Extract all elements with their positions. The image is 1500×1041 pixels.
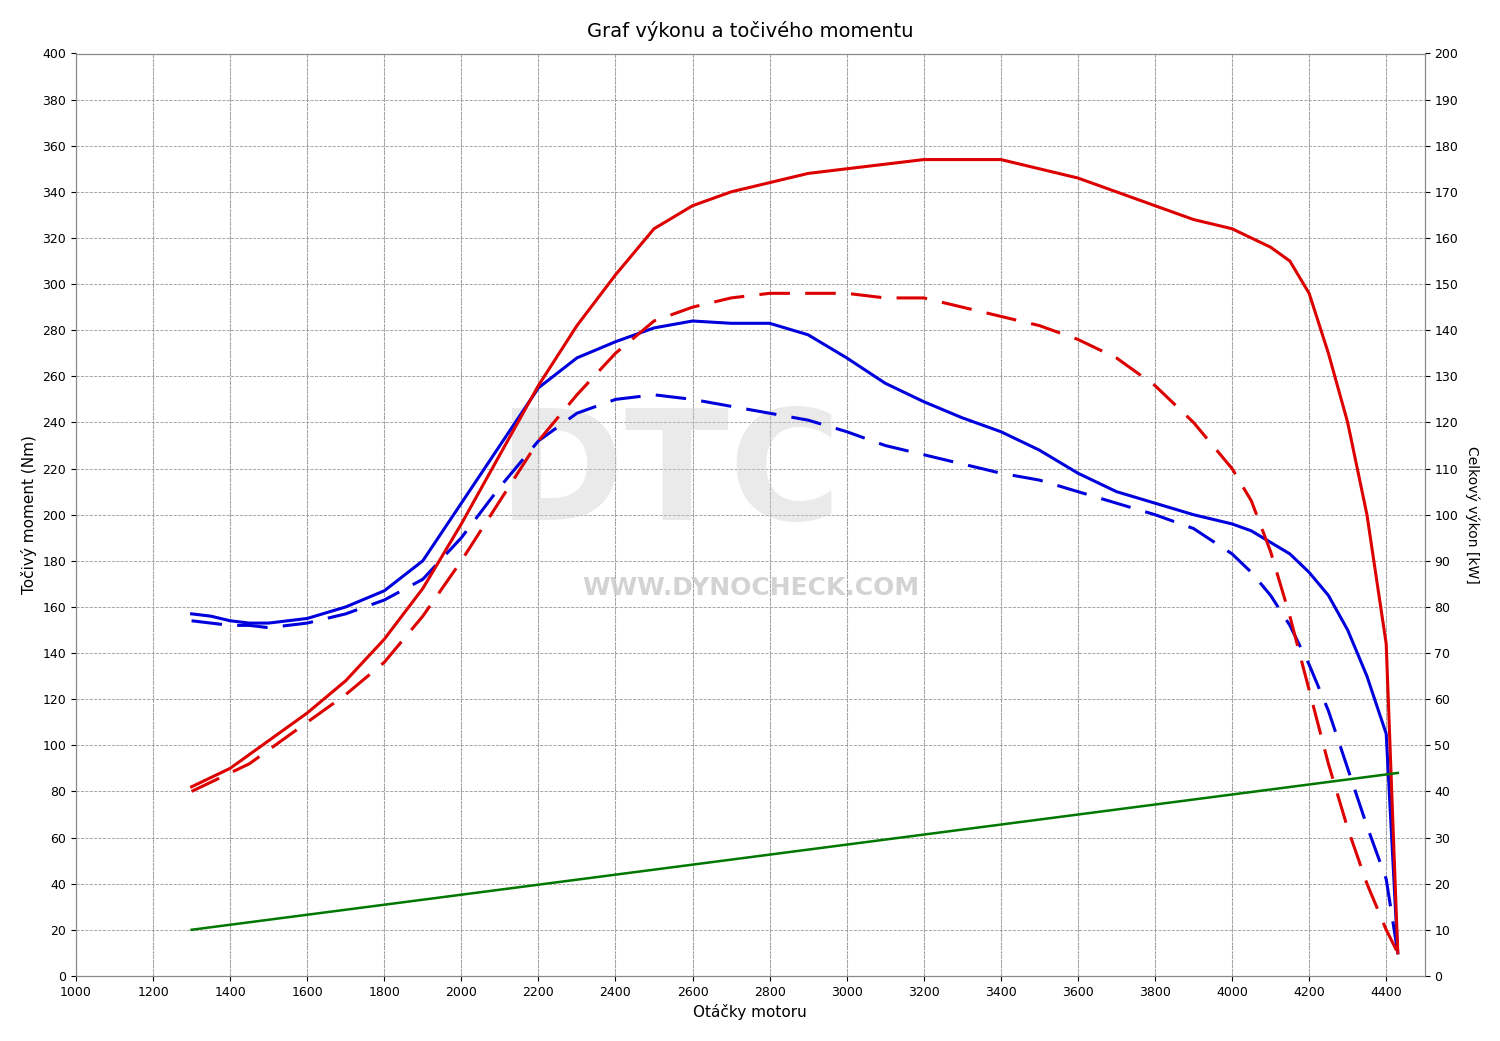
X-axis label: Otáčky motoru: Otáčky motoru bbox=[693, 1005, 807, 1020]
Y-axis label: Celkový výkon [kW]: Celkový výkon [kW] bbox=[1464, 446, 1479, 584]
Text: WWW.DYNOCHECK.COM: WWW.DYNOCHECK.COM bbox=[582, 577, 920, 601]
Y-axis label: Točivý moment (Nm): Točivý moment (Nm) bbox=[21, 435, 38, 594]
Text: DTC: DTC bbox=[498, 403, 842, 553]
Title: Graf výkonu a točivého momentu: Graf výkonu a točivého momentu bbox=[586, 21, 914, 41]
